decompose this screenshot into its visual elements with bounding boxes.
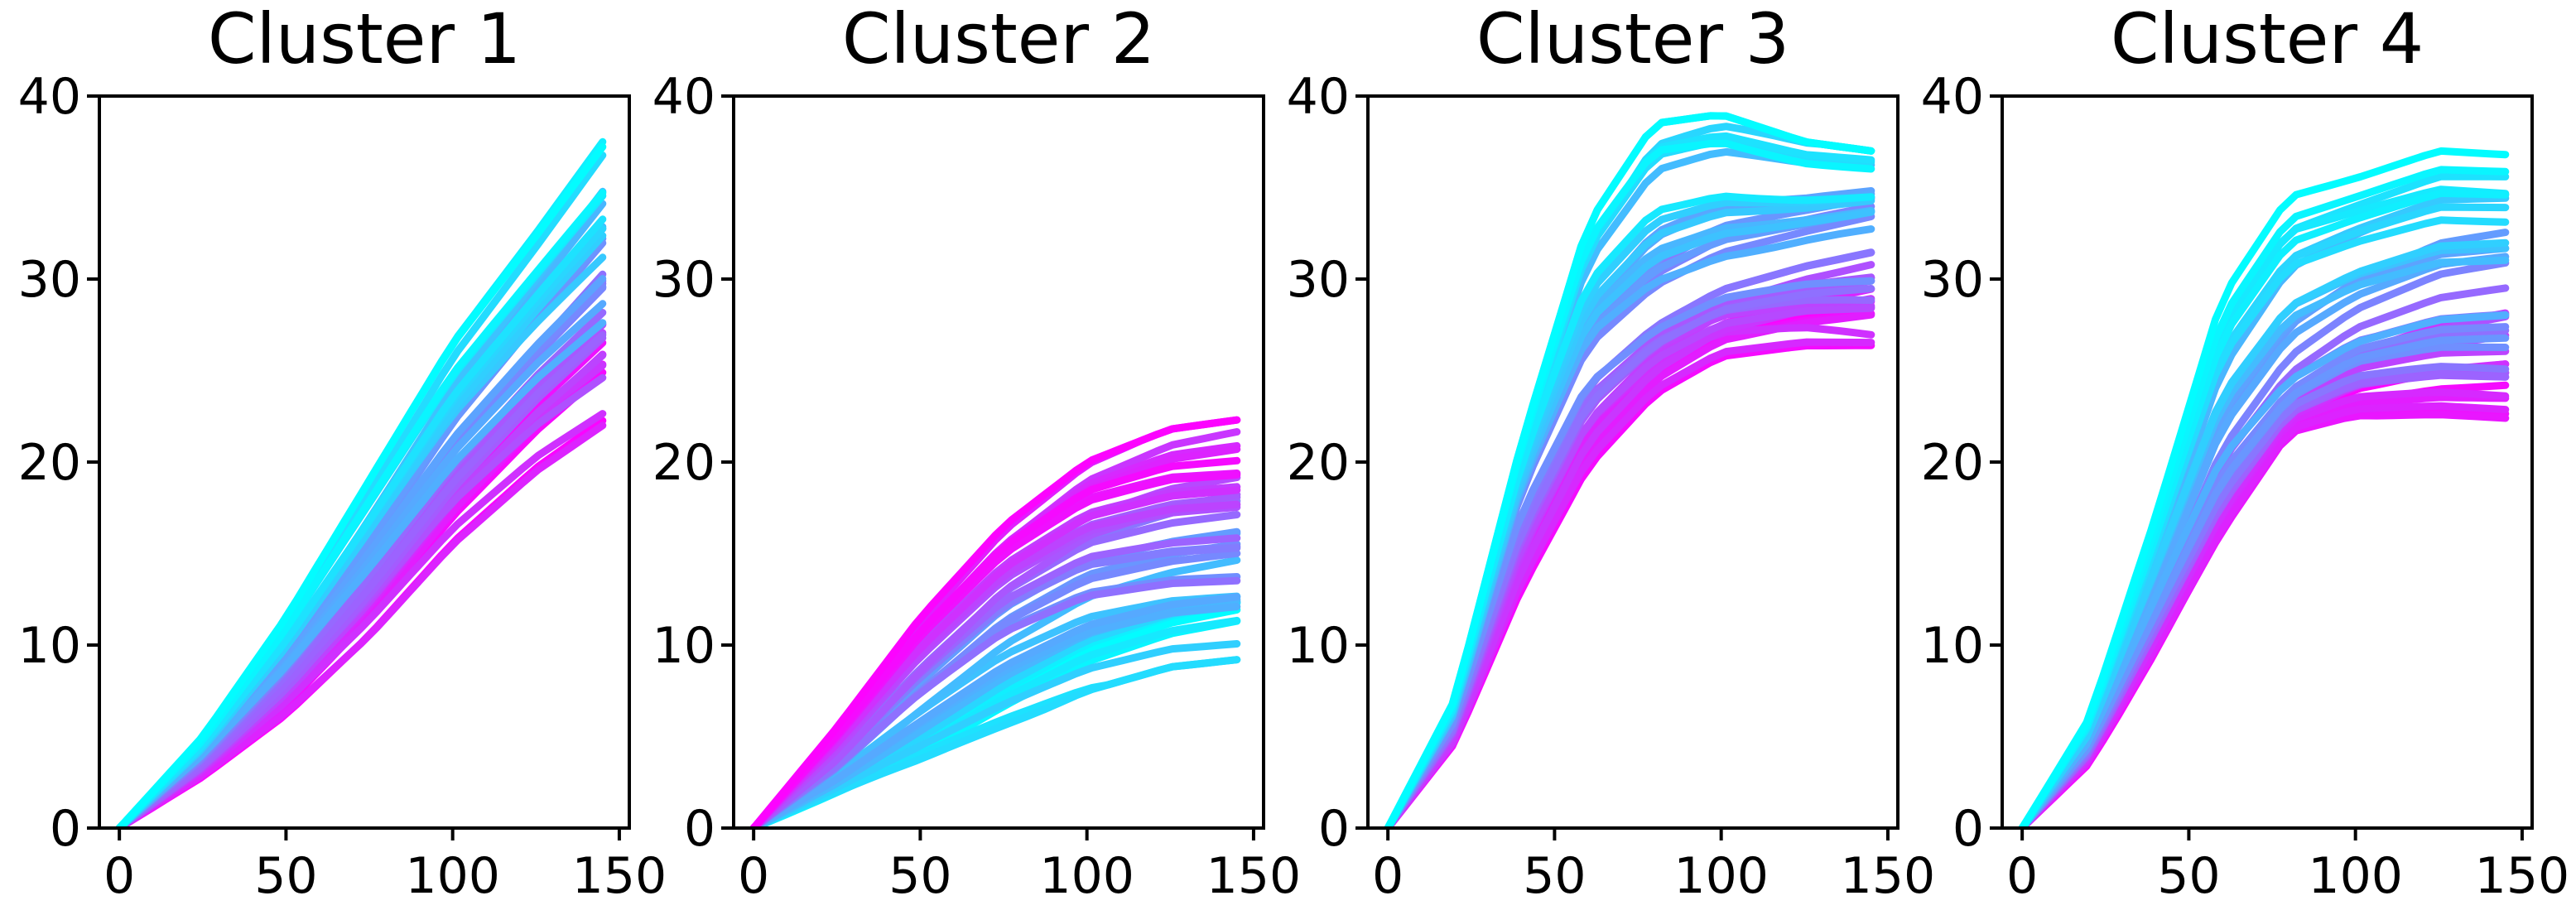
y-tick-label: 10 bbox=[652, 617, 715, 675]
y-tick-label: 0 bbox=[1952, 800, 1984, 858]
panel-cluster-1: 0 50 100 150 0 10 20 30 40 Cluster 1 bbox=[18, 0, 667, 905]
y-tick-label: 40 bbox=[1287, 68, 1350, 126]
series-line bbox=[1384, 285, 1875, 828]
panel-cluster-4: 0 50 100 150 0 10 20 30 40 Cluster 4 bbox=[1921, 0, 2570, 905]
x-tick-label: 100 bbox=[2308, 847, 2403, 905]
y-tick-label: 20 bbox=[18, 434, 81, 492]
y-tick-label: 20 bbox=[1921, 434, 1984, 492]
series-line bbox=[2018, 238, 2510, 828]
x-tick-label: 150 bbox=[1841, 847, 1936, 905]
chart-title: Cluster 4 bbox=[2111, 0, 2424, 79]
x-tick-label: 100 bbox=[405, 847, 500, 905]
series-line bbox=[2018, 411, 2510, 828]
y-tick-label: 10 bbox=[1287, 617, 1350, 675]
y-tick-label: 40 bbox=[1921, 68, 1984, 126]
x-tick-label: 0 bbox=[1372, 847, 1404, 905]
y-tick-label: 10 bbox=[1921, 617, 1984, 675]
series-line bbox=[2018, 147, 2510, 828]
series-group bbox=[2018, 147, 2510, 828]
series-line bbox=[749, 416, 1241, 828]
y-tick-label: 20 bbox=[1287, 434, 1350, 492]
series-line bbox=[115, 421, 607, 828]
series-line bbox=[749, 593, 1241, 828]
y-tick-label: 20 bbox=[652, 434, 715, 492]
x-tick-label: 150 bbox=[1206, 847, 1302, 905]
chart-title: Cluster 1 bbox=[208, 0, 521, 79]
y-tick-label: 30 bbox=[18, 251, 81, 309]
x-tick-label: 50 bbox=[1523, 847, 1586, 905]
y-tick-label: 10 bbox=[18, 617, 81, 675]
chart-title: Cluster 3 bbox=[1476, 0, 1789, 79]
series-line bbox=[115, 319, 607, 828]
x-tick-label: 0 bbox=[738, 847, 769, 905]
series-group bbox=[749, 416, 1241, 828]
series-line bbox=[749, 576, 1241, 828]
series-line bbox=[1384, 248, 1875, 828]
y-tick-label: 40 bbox=[18, 68, 81, 126]
x-tick-label: 150 bbox=[572, 847, 667, 905]
panel-cluster-2: 0 50 100 150 0 10 20 30 40 Cluster 2 bbox=[652, 0, 1302, 905]
series-line bbox=[749, 456, 1241, 828]
y-tick-label: 0 bbox=[50, 800, 81, 858]
x-tick-label: 0 bbox=[2006, 847, 2038, 905]
series-line bbox=[1384, 112, 1875, 828]
series-line bbox=[1384, 338, 1875, 828]
series-line bbox=[115, 142, 607, 828]
series-line bbox=[749, 656, 1241, 828]
y-tick-label: 0 bbox=[1318, 800, 1350, 858]
x-tick-label: 100 bbox=[1673, 847, 1769, 905]
x-tick-label: 100 bbox=[1039, 847, 1134, 905]
y-tick-label: 0 bbox=[684, 800, 715, 858]
series-group bbox=[115, 137, 607, 828]
chart-title: Cluster 2 bbox=[842, 0, 1155, 79]
series-line bbox=[1384, 304, 1875, 828]
x-tick-label: 0 bbox=[104, 847, 135, 905]
series-line bbox=[1384, 248, 1875, 828]
y-tick-label: 30 bbox=[1287, 251, 1350, 309]
series-group bbox=[1384, 112, 1875, 828]
x-tick-label: 50 bbox=[254, 847, 317, 905]
y-tick-label: 30 bbox=[1921, 251, 1984, 309]
series-line bbox=[2018, 402, 2510, 828]
x-tick-label: 50 bbox=[888, 847, 951, 905]
panel-cluster-3: 0 50 100 150 0 10 20 30 40 Cluster 3 bbox=[1287, 0, 1936, 905]
y-tick-label: 40 bbox=[652, 68, 715, 126]
series-line bbox=[2018, 311, 2510, 828]
y-tick-label: 30 bbox=[652, 251, 715, 309]
x-tick-label: 150 bbox=[2475, 847, 2570, 905]
x-tick-label: 50 bbox=[2157, 847, 2220, 905]
